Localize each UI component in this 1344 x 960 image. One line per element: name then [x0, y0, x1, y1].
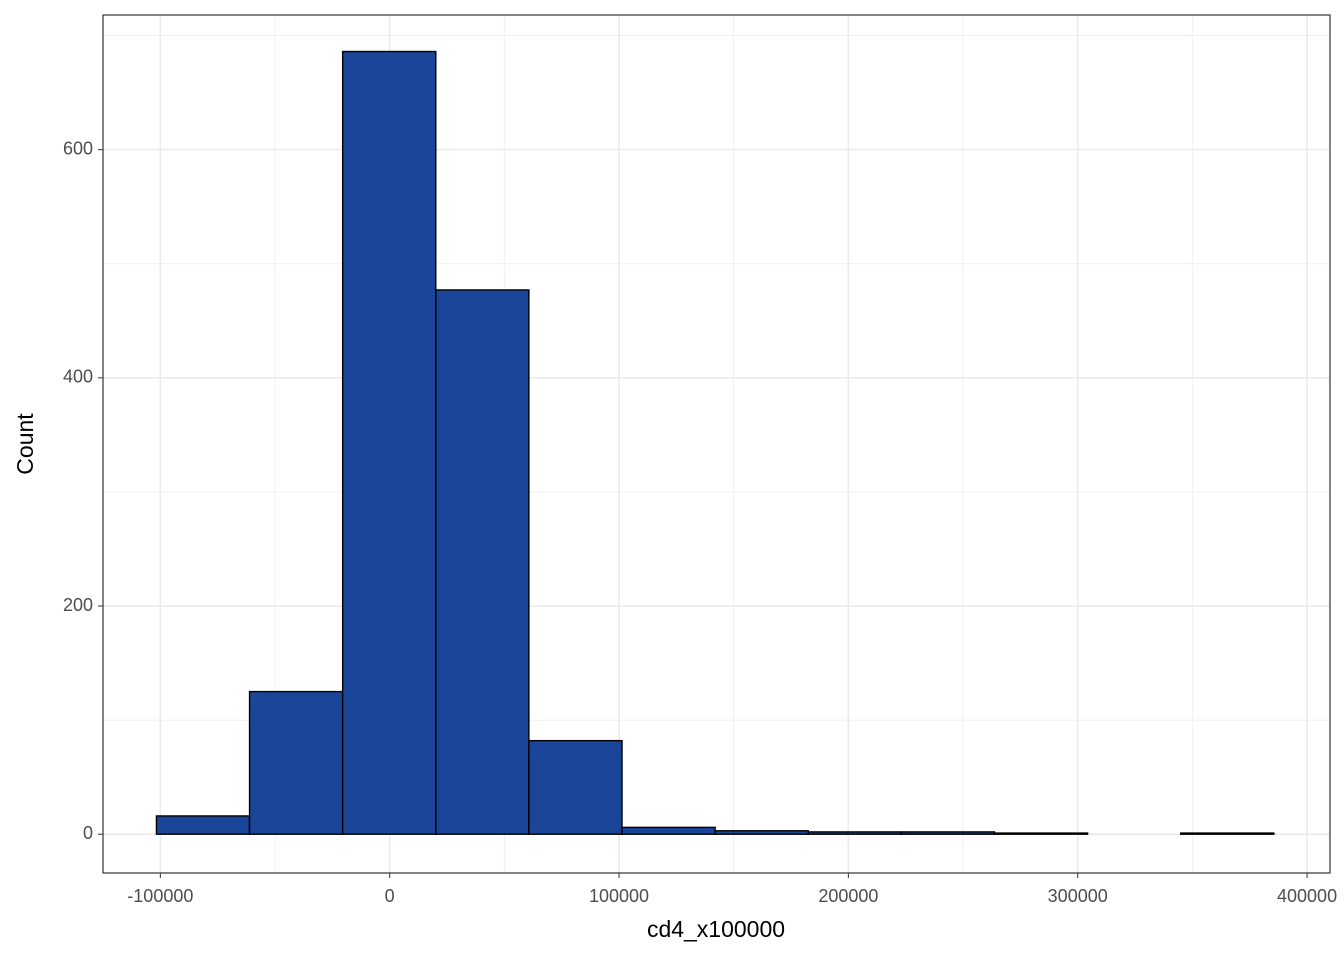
y-tick-label: 600: [63, 138, 93, 158]
bar: [155, 815, 251, 835]
x-tick-label: 300000: [1048, 886, 1108, 906]
x-tick-label: 100000: [589, 886, 649, 906]
bar: [900, 831, 996, 835]
bar: [714, 830, 809, 835]
x-tick-label: -100000: [127, 886, 193, 906]
x-tick-label: 400000: [1277, 886, 1337, 906]
bar: [341, 50, 437, 835]
x-tick-label: 0: [385, 886, 395, 906]
x-axis-title: cd4_x100000: [647, 916, 785, 942]
y-tick-label: 200: [63, 595, 93, 615]
bar: [621, 826, 716, 835]
bar: [993, 832, 1089, 835]
bar: [807, 831, 903, 835]
x-tick-label: 200000: [818, 886, 878, 906]
bar: [1179, 832, 1275, 835]
y-tick-label: 400: [63, 367, 93, 387]
y-tick-label: 0: [83, 823, 93, 843]
bar: [435, 289, 530, 835]
panel-border: [102, 14, 1331, 874]
bar: [528, 739, 623, 835]
y-axis-title: Count: [12, 413, 38, 475]
bar: [248, 690, 344, 835]
